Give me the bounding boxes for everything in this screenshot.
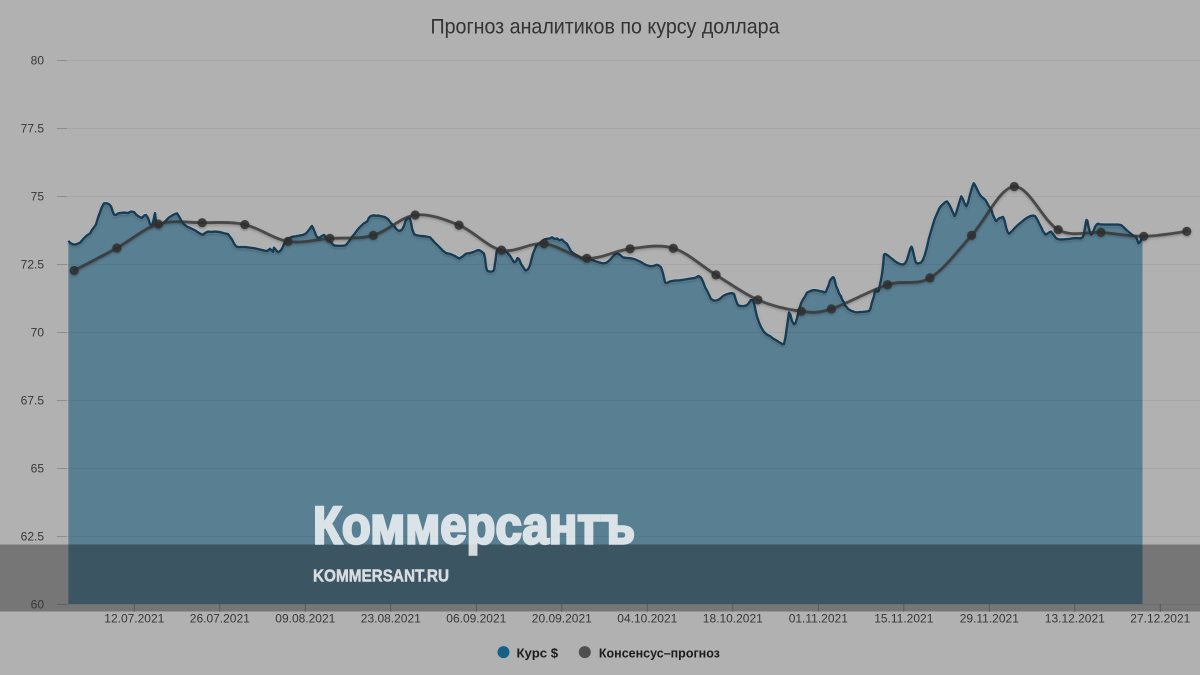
svg-text:20.09.2021: 20.09.2021 — [532, 612, 592, 626]
svg-text:70: 70 — [31, 326, 45, 340]
svg-text:06.09.2021: 06.09.2021 — [446, 612, 506, 626]
svg-text:62.5: 62.5 — [21, 530, 45, 544]
svg-text:29.11.2021: 29.11.2021 — [960, 612, 1019, 626]
svg-text:12.07.2021: 12.07.2021 — [104, 612, 164, 626]
svg-text:KOMMERSANT.RU: KOMMERSANT.RU — [313, 566, 449, 586]
svg-text:Прогноз аналитиков по курсу до: Прогноз аналитиков по курсу доллара — [431, 16, 780, 39]
svg-text:77.5: 77.5 — [21, 122, 45, 136]
svg-text:04.10.2021: 04.10.2021 — [617, 612, 677, 626]
svg-text:60: 60 — [31, 598, 45, 612]
svg-text:18.10.2021: 18.10.2021 — [703, 612, 763, 626]
svg-text:23.08.2021: 23.08.2021 — [361, 612, 421, 626]
svg-text:80: 80 — [31, 54, 45, 68]
svg-text:27.12.2021: 27.12.2021 — [1130, 612, 1190, 626]
svg-text:26.07.2021: 26.07.2021 — [190, 612, 250, 626]
svg-text:Курс $: Курс $ — [517, 645, 559, 660]
svg-text:13.12.2021: 13.12.2021 — [1045, 612, 1105, 626]
svg-text:Коммерсантъ: Коммерсантъ — [313, 497, 635, 556]
svg-text:15.11.2021: 15.11.2021 — [874, 612, 933, 626]
svg-text:75: 75 — [31, 190, 45, 204]
svg-text:67.5: 67.5 — [21, 394, 45, 408]
svg-text:Консенсус–прогноз: Консенсус–прогноз — [599, 645, 720, 660]
svg-text:72.5: 72.5 — [21, 258, 45, 272]
svg-text:65: 65 — [31, 462, 45, 476]
svg-text:09.08.2021: 09.08.2021 — [275, 612, 335, 626]
svg-text:01.11.2021: 01.11.2021 — [789, 612, 848, 626]
